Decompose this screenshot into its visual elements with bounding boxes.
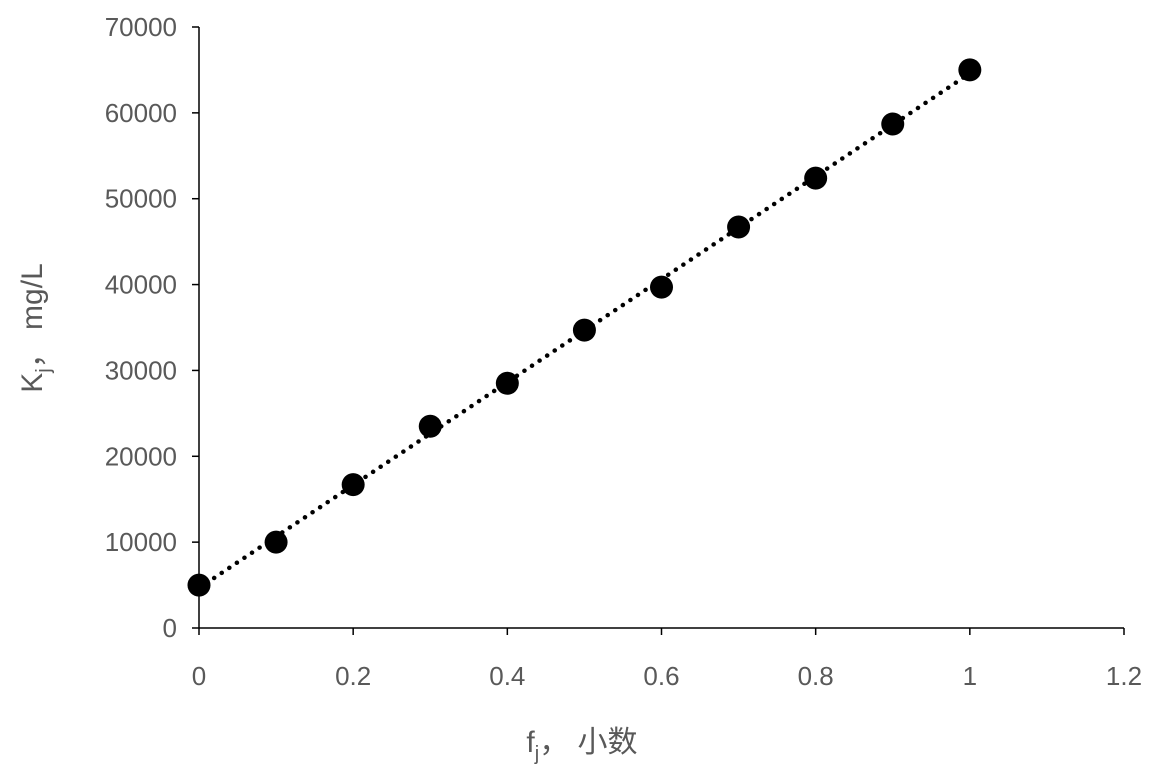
y-tick-label: 70000 xyxy=(105,12,177,42)
x-tick-label: 1.2 xyxy=(1106,661,1142,691)
x-tick-label: 0.6 xyxy=(643,661,679,691)
y-tick-label: 20000 xyxy=(105,441,177,471)
data-point xyxy=(187,573,211,597)
data-point xyxy=(341,473,365,497)
y-tick-label: 30000 xyxy=(105,355,177,385)
data-point xyxy=(881,112,905,136)
data-point xyxy=(650,275,673,299)
y-tick-labels: 0 10000 20000 30000 40000 50000 60000 70000 xyxy=(105,12,177,643)
y-tick-label: 10000 xyxy=(105,527,177,557)
y-tick-label: 60000 xyxy=(105,98,177,128)
x-axis-label: fj， 小数 xyxy=(526,726,637,765)
data-points xyxy=(187,58,982,597)
data-point xyxy=(264,530,288,554)
y-axis-label: Kj， mg/L xyxy=(16,263,55,393)
axes xyxy=(192,26,1125,635)
data-point xyxy=(804,166,828,190)
x-tick-label: 0.2 xyxy=(335,661,371,691)
data-point xyxy=(727,215,751,239)
y-tick-label: 50000 xyxy=(105,184,177,214)
data-point xyxy=(572,318,596,342)
x-tick-labels: 0 0.2 0.4 0.6 0.8 1 1.2 xyxy=(192,661,1142,691)
data-point xyxy=(958,58,982,82)
x-tick-label: 0.8 xyxy=(798,661,834,691)
data-point xyxy=(418,414,442,438)
data-point xyxy=(495,371,519,395)
y-tick-label: 40000 xyxy=(105,270,177,300)
x-tick-label: 0 xyxy=(192,661,206,691)
x-tick-label: 1 xyxy=(963,661,977,691)
x-tick-label: 0.4 xyxy=(489,661,525,691)
y-tick-label: 0 xyxy=(163,613,177,643)
